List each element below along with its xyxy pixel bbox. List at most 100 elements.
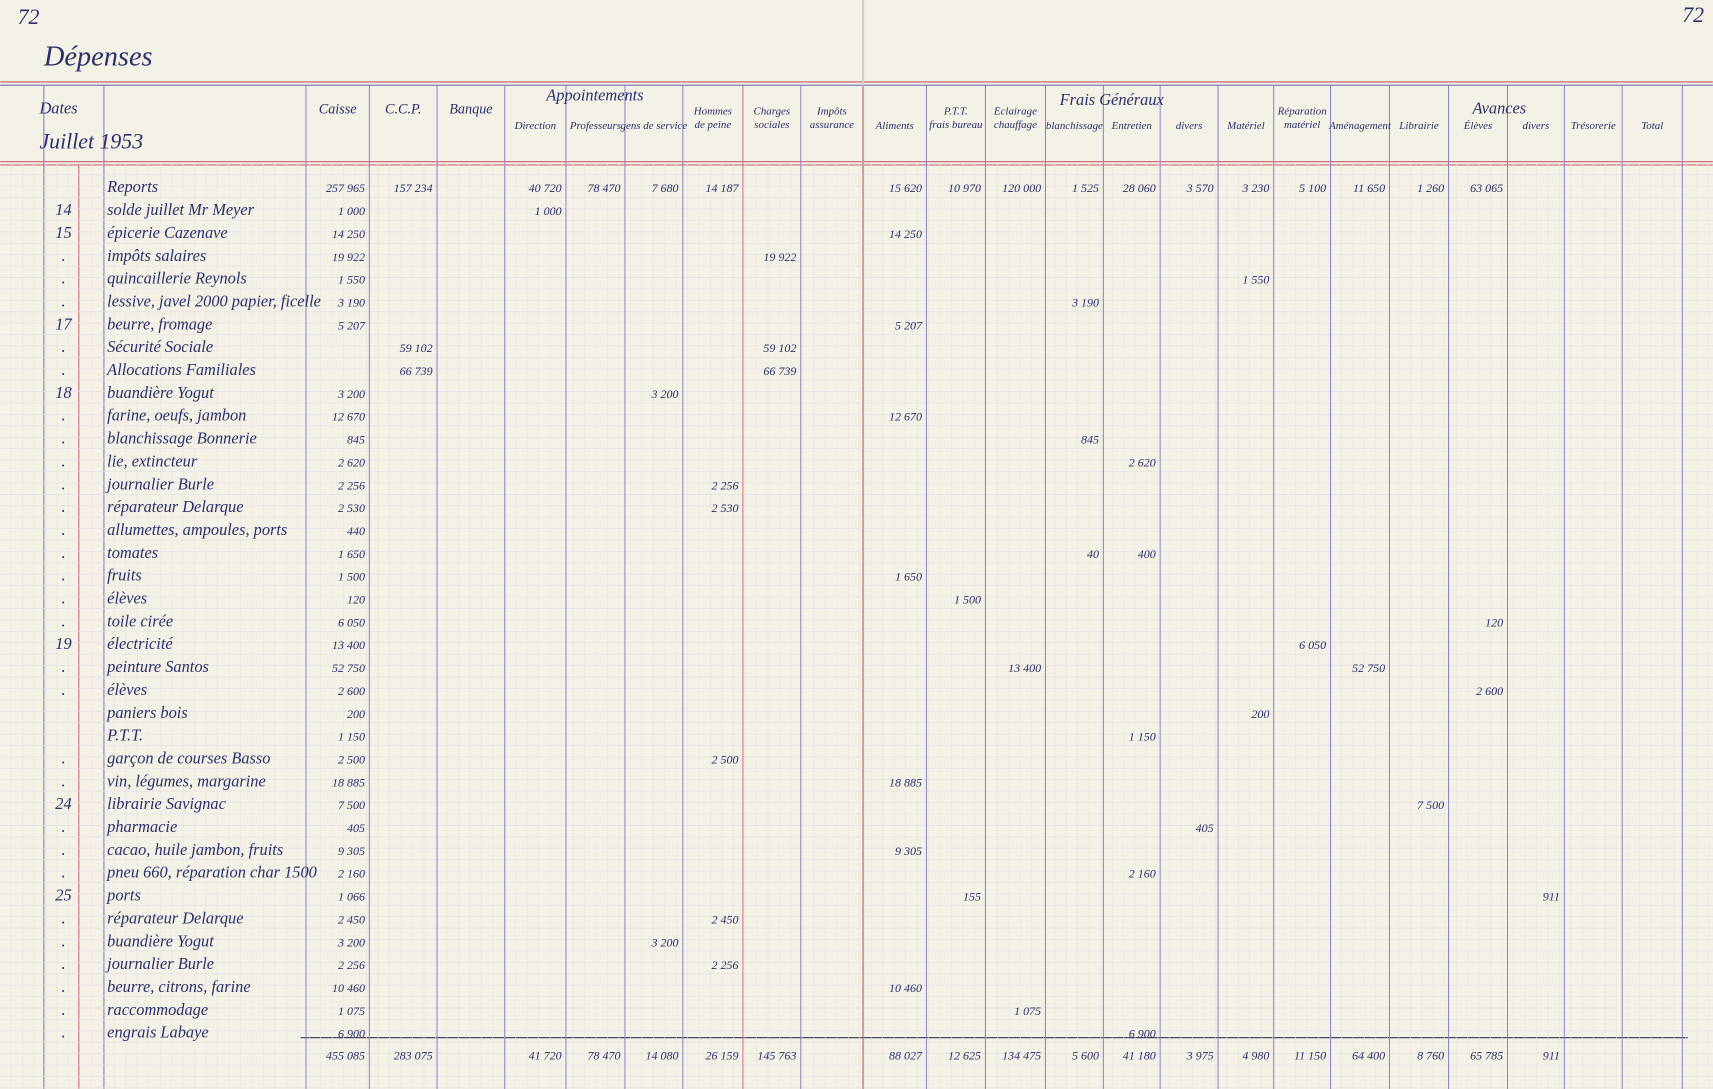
column-header: chauffage [994,119,1037,131]
column-header: assurance [810,119,854,131]
row-date: . [61,908,65,927]
row-label: buandière Yogut [107,383,214,402]
amount: 405 [1196,821,1214,835]
column-header: Direction [514,120,556,132]
amount: 1 500 [338,570,365,584]
row-date: . [61,931,65,950]
amount: 157 234 [394,181,433,195]
amount: 3 200 [650,387,678,401]
total-amount: 5 600 [1072,1049,1099,1063]
column-header: Réparation [1277,106,1327,118]
amount: 66 739 [763,364,796,378]
row-label: paniers bois [106,703,188,722]
amount: 2 256 [338,958,365,972]
column-header: sociales [754,119,789,131]
amount: 2 620 [1129,455,1156,469]
row-label: beurre, fromage [107,314,212,333]
amount: 440 [347,524,365,538]
row-label: P.T.T. [106,726,143,745]
total-amount: 88 027 [889,1049,923,1063]
amount: 14 250 [889,227,922,241]
amount: 2 256 [712,478,739,492]
amount: 257 965 [326,181,365,195]
row-label: lie, extincteur [107,451,198,470]
total-amount: 283 075 [394,1049,433,1063]
amount: 2 256 [712,958,739,972]
row-date: . [61,1023,65,1042]
row-date: 15 [55,223,71,242]
amount: 2 450 [338,912,365,926]
amount: 2 530 [712,501,739,515]
amount: 1 150 [1129,730,1156,744]
amount: 66 739 [400,364,433,378]
column-header: Professeurs [569,120,621,132]
amount: 845 [1081,433,1099,447]
amount: 3 200 [337,387,365,401]
column-header: gens de service [621,120,688,132]
amount: 10 460 [332,981,365,995]
row-date: . [61,1000,65,1019]
amount: 2 600 [338,684,365,698]
row-label: librairie Savignac [107,794,226,813]
row-label: allumettes, ampoules, ports [107,520,287,539]
row-date: . [61,954,65,973]
amount: 6 900 [338,1027,365,1041]
amount: 13 400 [332,638,365,652]
row-label: blanchissage Bonnerie [107,429,257,448]
grid [0,85,1713,1089]
row-label: Reports [106,177,158,196]
row-date: 19 [55,634,71,653]
amount: 7 680 [651,181,678,195]
row-label: vin, légumes, margarine [107,771,266,790]
row-label: Sécurité Sociale [107,337,213,356]
column-header: divers [1176,120,1203,132]
total-amount: 78 470 [588,1049,621,1063]
total-amount: 26 159 [706,1049,739,1063]
amount: 155 [963,890,981,904]
row-date: . [61,589,65,608]
amount: 40 [1087,547,1099,561]
total-amount: 14 080 [645,1049,678,1063]
row-date: . [61,520,65,539]
row-label: journalier Burle [105,474,214,493]
amount: 1 000 [535,204,562,218]
row-label: raccommodage [107,1000,208,1019]
amount: 18 885 [332,775,365,789]
amount: 845 [347,433,365,447]
row-date: . [61,291,65,310]
amount: 1 075 [1014,1004,1041,1018]
row-label: cacao, huile jambon, fruits [107,840,283,859]
column-header: Librairie [1398,120,1439,132]
row-label: quincaillerie Reynols [107,269,247,288]
month: Juillet 1953 [39,130,143,154]
row-label: buandière Yogut [107,931,214,950]
amount: 1 000 [338,204,365,218]
row-label: toile cirée [107,611,173,630]
amount: 3 190 [1071,295,1099,309]
amount: 200 [1251,707,1269,721]
page-number: 72 [1682,3,1704,27]
row-label: tomates [107,543,158,562]
row-label: réparateur Delarque [107,908,243,927]
column-header: Matériel [1226,120,1265,132]
row-date: . [61,406,65,425]
amount: 1 550 [1242,273,1269,287]
amount: 14 187 [706,181,740,195]
row-date: 17 [55,314,72,333]
row-date: . [61,771,65,790]
amount: 1 260 [1417,181,1444,195]
row-date: 14 [55,200,71,219]
amount: 120 [1485,615,1503,629]
row-label: pharmacie [106,817,177,836]
row-date: . [61,360,65,379]
amount: 2 450 [712,912,739,926]
column-header: C.C.P. [385,102,421,118]
amount: 63 065 [1470,181,1503,195]
amount: 3 200 [650,935,678,949]
amount: 5 207 [338,318,366,332]
amount: 3 570 [1186,181,1214,195]
column-header: Eclairage [993,106,1037,118]
row-date: . [61,474,65,493]
